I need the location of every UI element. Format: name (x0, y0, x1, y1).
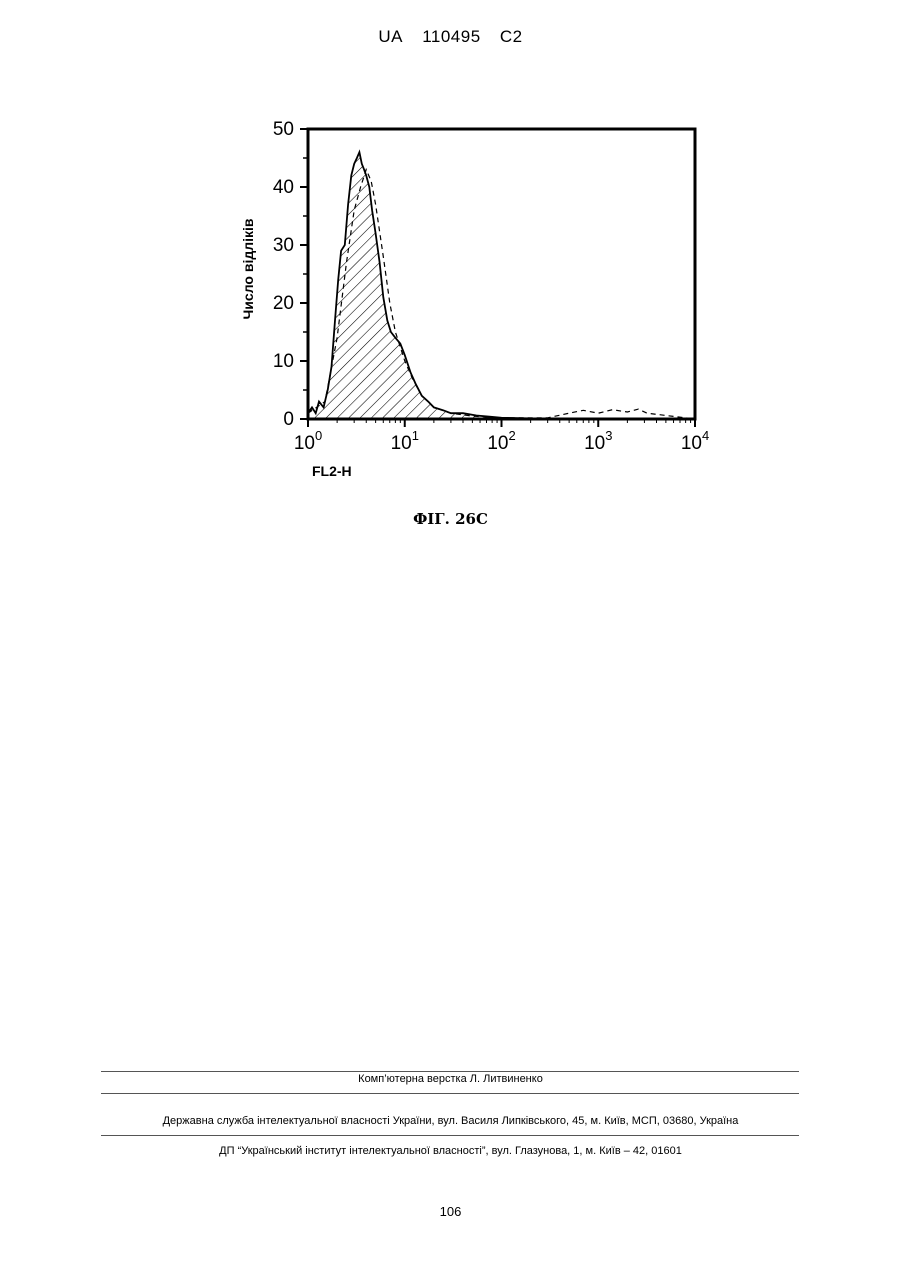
x-tick-label: 104 (681, 428, 709, 454)
y-tick-label: 20 (273, 293, 294, 314)
footer-agency: Державна служба інтелектуальної власност… (0, 1115, 901, 1127)
x-tick-label: 100 (294, 428, 322, 454)
y-tick-label: 10 (273, 351, 294, 372)
x-tick-label: 102 (487, 428, 515, 454)
x-axis-label: FL2-H (312, 463, 352, 479)
y-axis-label: Число відліків (240, 218, 256, 319)
y-tick-label: 40 (273, 177, 294, 198)
footer-divider-1 (101, 1093, 799, 1094)
patent-number: 110495 (422, 27, 480, 46)
patent-country: UA (378, 27, 403, 46)
patent-kind: C2 (500, 27, 523, 46)
footer-layout-credit: Комп’ютерна верстка Л. Литвиненко (0, 1073, 901, 1085)
page-number: 106 (0, 1204, 901, 1219)
figure-caption: ФІГ. 26С (0, 510, 901, 528)
y-tick-label: 50 (273, 119, 294, 140)
y-tick-label: 30 (273, 235, 294, 256)
footer-institute: ДП “Український інститут інтелектуальної… (0, 1145, 901, 1157)
x-tick-label: 103 (584, 428, 612, 454)
x-tick-label: 101 (391, 428, 419, 454)
series-0-hatched-area (308, 152, 695, 419)
patent-header: UA 110495 C2 (0, 27, 901, 47)
y-tick-label: 0 (283, 409, 294, 430)
histogram-chart: 0 10 20 30 40 50 100 101 102 103 104 Число відлікі… (220, 105, 740, 490)
footer-divider-2 (101, 1135, 799, 1136)
footer-divider-top (101, 1071, 799, 1072)
